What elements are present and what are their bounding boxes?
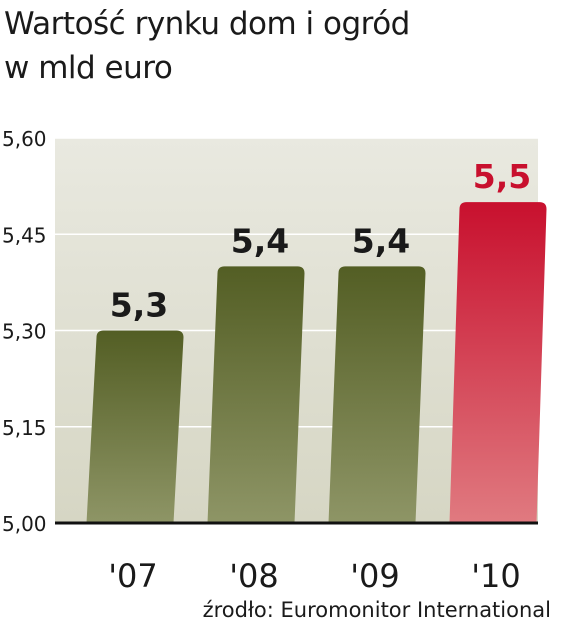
x-tick-label: '07 [108,557,158,595]
bar-10 [450,202,547,523]
bar-09 [329,266,426,523]
data-label: 5,5 [473,157,531,196]
bar-chart: 5,00 5,15 5,30 5,45 5,60 5,3 '07 5,4 '08 5,4 '09 5,… [0,0,561,600]
y-tick-label: 5,30 [2,320,47,344]
x-tick-label: '09 [350,557,400,595]
bar-08 [208,266,305,523]
data-label: 5,4 [231,221,289,260]
x-tick-label: '08 [229,557,279,595]
y-tick-label: 5,60 [2,127,47,151]
data-label: 5,4 [352,221,410,260]
bar-07 [87,331,184,524]
y-tick-label: 5,15 [2,416,47,440]
y-tick-label: 5,00 [2,512,47,536]
data-label: 5,3 [110,286,168,325]
source-note: źrodło: Euromonitor International [203,598,551,622]
y-tick-label: 5,45 [2,223,47,247]
x-tick-label: '10 [471,557,521,595]
